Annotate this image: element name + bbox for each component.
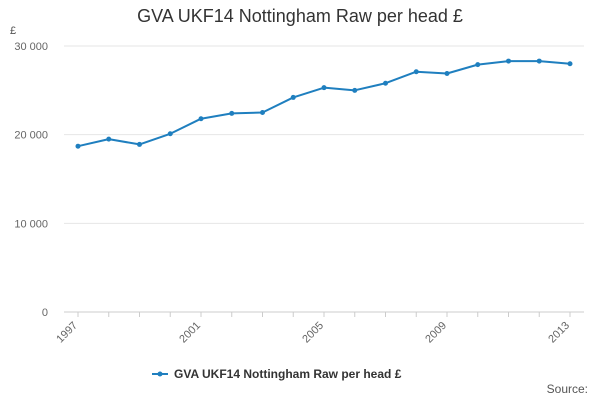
data-point bbox=[106, 136, 112, 142]
source-label: Source: bbox=[546, 382, 588, 396]
data-point bbox=[444, 70, 450, 76]
y-tick-label: 30 000 bbox=[14, 41, 48, 53]
x-tick-label: 2013 bbox=[546, 320, 572, 346]
data-point bbox=[475, 62, 481, 68]
data-point bbox=[75, 143, 81, 149]
x-tick-label: 2005 bbox=[300, 320, 326, 346]
x-tick-label: 2009 bbox=[423, 320, 449, 346]
data-point bbox=[167, 131, 173, 137]
data-point bbox=[229, 110, 235, 116]
series-line bbox=[77, 60, 571, 148]
y-axis-unit: £ bbox=[10, 25, 17, 37]
data-point bbox=[383, 80, 388, 86]
x-tick-label: 2001 bbox=[177, 320, 203, 346]
y-tick-label: 20 000 bbox=[14, 130, 48, 142]
data-point bbox=[536, 58, 542, 64]
data-point bbox=[321, 85, 327, 91]
y-tick-label: 0 bbox=[42, 307, 48, 319]
data-point bbox=[506, 58, 511, 64]
data-point bbox=[413, 69, 419, 75]
data-point bbox=[137, 141, 142, 147]
data-point bbox=[198, 116, 204, 122]
data-point bbox=[567, 61, 573, 67]
data-point bbox=[290, 94, 296, 100]
legend-label: GVA UKF14 Nottingham Raw per head £ bbox=[174, 367, 402, 381]
x-tick-label: 1997 bbox=[54, 320, 80, 346]
chart-title: GVA UKF14 Nottingham Raw per head £ bbox=[137, 6, 463, 26]
data-point bbox=[352, 87, 358, 93]
legend-swatch-marker bbox=[157, 371, 163, 377]
data-point bbox=[260, 110, 265, 115]
y-tick-label: 10 000 bbox=[14, 218, 48, 230]
